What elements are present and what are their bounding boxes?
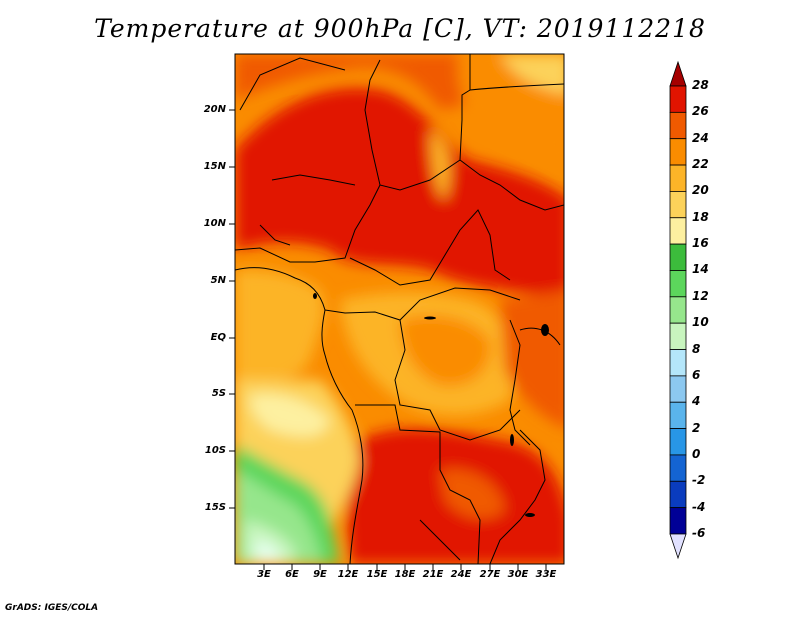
- colorbar: [669, 60, 687, 560]
- lat-label-10s: 10S: [204, 445, 226, 456]
- colorbar-label: 0: [692, 446, 701, 461]
- axis-ticks: [229, 109, 547, 570]
- colorbar-segment: [669, 243, 687, 271]
- colorbar-segment: [669, 454, 687, 482]
- lat-label-5n: 5N: [210, 275, 226, 286]
- colorbar-label: 28: [692, 78, 709, 92]
- colorbar-label: 2: [692, 420, 701, 435]
- colorbar-segment: [669, 349, 687, 377]
- map-frame: [234, 53, 565, 565]
- colorbar-segment: [669, 507, 687, 535]
- colorbar-label: 20: [692, 183, 709, 198]
- colorbar-segment: [669, 270, 687, 298]
- colorbar-label: 26: [692, 104, 709, 119]
- grads-credit: GrADS: IGES/COLA: [5, 603, 99, 613]
- colorbar-label: 24: [692, 130, 709, 145]
- colorbar-segment: [669, 217, 687, 245]
- lon-label-24e: 24E: [450, 569, 472, 580]
- lon-label-27e: 27E: [479, 569, 501, 580]
- colorbar-segment: [669, 322, 687, 350]
- lon-label-18e: 18E: [394, 569, 416, 580]
- lon-label-21e: 21E: [422, 569, 444, 580]
- colorbar-segment: [669, 164, 687, 192]
- colorbar-label: -6: [692, 526, 706, 540]
- lat-label-20n: 20N: [203, 104, 226, 115]
- lat-label-10n: 10N: [203, 218, 226, 229]
- lon-label-33e: 33E: [535, 569, 557, 580]
- colorbar-label: 4: [692, 394, 701, 409]
- lat-label-eq: EQ: [210, 332, 226, 343]
- colorbar-label: 16: [692, 236, 709, 251]
- colorbar-label: 14: [692, 262, 709, 277]
- colorbar-label: -2: [692, 473, 706, 488]
- colorbar-segment: [669, 191, 687, 219]
- temperature-field: [235, 54, 564, 564]
- colorbar-label: 12: [692, 288, 709, 303]
- lat-label-5s: 5S: [211, 388, 226, 399]
- colorbar-label: 10: [692, 315, 709, 330]
- colorbar-segment: [669, 480, 687, 509]
- lon-label-6e: 6E: [285, 569, 299, 580]
- colorbar-label: 8: [692, 341, 701, 356]
- colorbar-label: 22: [692, 157, 709, 172]
- colorbar-segment: [669, 296, 687, 324]
- colorbar-segment: [669, 85, 687, 113]
- lat-label-15s: 15S: [204, 502, 226, 513]
- colorbar-top-arrow: [669, 60, 687, 87]
- lon-label-30e: 30E: [507, 569, 529, 580]
- colorbar-bottom-arrow: [669, 533, 687, 560]
- colorbar-segment: [669, 111, 687, 140]
- colorbar-segment: [669, 428, 687, 456]
- lon-label-9e: 9E: [313, 569, 327, 580]
- colorbar-label: -4: [692, 499, 706, 514]
- colorbar-segment: [669, 138, 687, 166]
- lat-label-15n: 15N: [203, 161, 226, 172]
- colorbar-label: 18: [692, 209, 709, 224]
- lon-label-15e: 15E: [366, 569, 388, 580]
- colorbar-label: 6: [692, 367, 701, 382]
- lakes: [313, 293, 549, 517]
- chart-title: Temperature at 900hPa [C], VT: 201911221…: [94, 14, 706, 43]
- lon-label-3e: 3E: [257, 569, 271, 580]
- colorbar-segment: [669, 375, 687, 403]
- colorbar-segment: [669, 401, 687, 429]
- lon-label-12e: 12E: [337, 569, 359, 580]
